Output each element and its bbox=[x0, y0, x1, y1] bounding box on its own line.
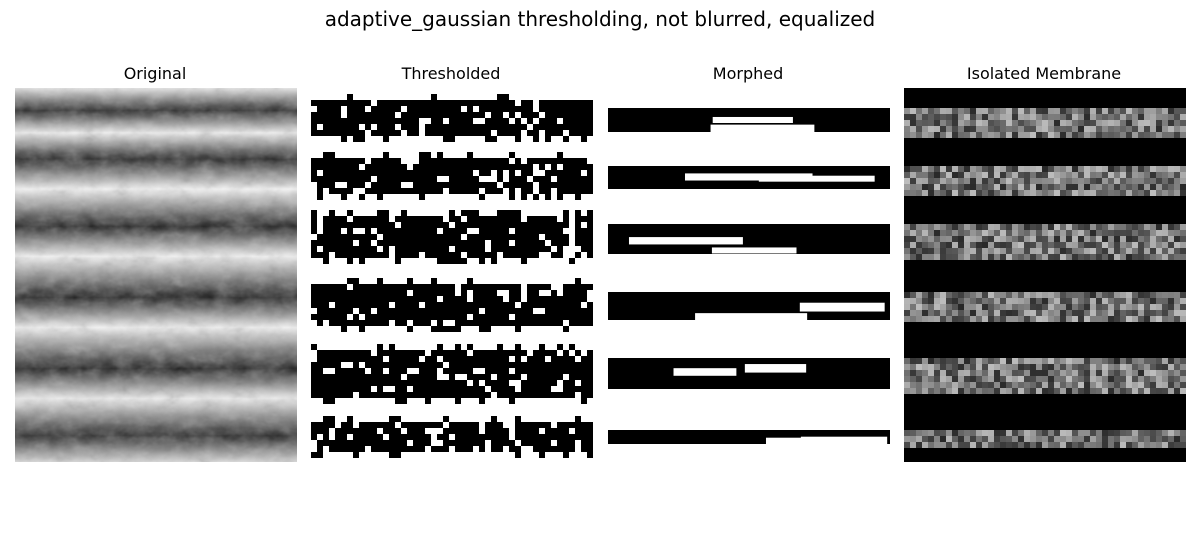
panel-title-isolated-membrane: Isolated Membrane bbox=[966, 64, 1122, 83]
panel-title-morphed: Morphed bbox=[712, 64, 784, 83]
panel-title-thresholded: Thresholded bbox=[401, 64, 501, 83]
panel-title-original: Original bbox=[123, 64, 187, 83]
morphed-image bbox=[608, 88, 890, 462]
figure-title: adaptive_gaussian thresholding, not blur… bbox=[324, 7, 876, 31]
original-image bbox=[15, 88, 297, 462]
isolated-membrane-image bbox=[904, 88, 1186, 462]
thresholded-image bbox=[311, 88, 593, 462]
